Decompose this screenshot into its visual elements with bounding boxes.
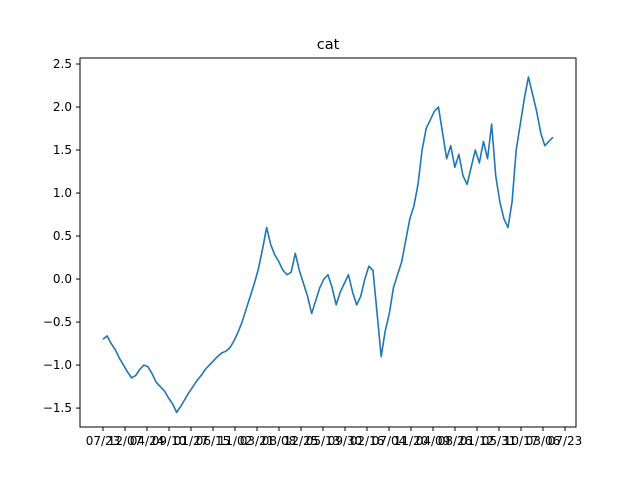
x-tick-label: 03/06 xyxy=(526,434,561,448)
axes-frame xyxy=(79,57,577,428)
x-tick-label: 11/02 xyxy=(218,434,253,448)
x-tick-label: 05/13 xyxy=(306,434,341,448)
y-tick-label: 0.5 xyxy=(53,229,72,243)
y-tick-label: −1.5 xyxy=(43,401,72,415)
x-tick-label: 01/27 xyxy=(174,434,209,448)
y-tick-label: −0.5 xyxy=(43,315,72,329)
x-tick-label: 08/26 xyxy=(438,434,473,448)
axes: −1.5−1.0−0.50.00.51.01.52.02.507/2312/07… xyxy=(43,57,582,448)
chart-title: cat xyxy=(317,37,340,53)
x-tick-label: 07/23 xyxy=(548,434,583,448)
x-tick-label: 11/20 xyxy=(394,434,429,448)
x-tick-label: 10/17 xyxy=(504,434,539,448)
x-tick-label: 04/24 xyxy=(130,434,165,448)
series-line-0 xyxy=(102,76,554,414)
y-tick-label: 1.5 xyxy=(53,143,72,157)
x-tick-label: 09/30 xyxy=(328,434,363,448)
x-tick-label: 01/12 xyxy=(460,434,495,448)
y-tick-label: 0.0 xyxy=(53,272,72,286)
plot-area xyxy=(102,76,554,414)
x-tick-label: 12/25 xyxy=(284,434,319,448)
x-tick-label: 06/15 xyxy=(196,434,231,448)
x-tick-label: 08/08 xyxy=(262,434,297,448)
y-tick-label: 2.0 xyxy=(53,100,72,114)
y-tick-label: 1.0 xyxy=(53,186,72,200)
x-tick-label: 07/23 xyxy=(86,434,121,448)
x-tick-label: 09/10 xyxy=(152,434,187,448)
x-tick-label: 03/21 xyxy=(240,434,275,448)
x-tick-label: 07/04 xyxy=(372,434,407,448)
x-tick-label: 12/07 xyxy=(108,434,143,448)
y-tick-label: 2.5 xyxy=(53,57,72,71)
x-tick-label: 04/09 xyxy=(416,434,451,448)
y-tick-label: −1.0 xyxy=(43,358,72,372)
x-tick-label: 02/16 xyxy=(350,434,385,448)
x-tick-label: 05/31 xyxy=(482,434,517,448)
